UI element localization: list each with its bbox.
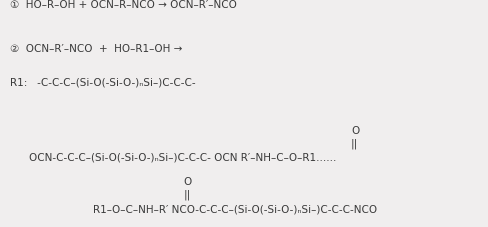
- Text: O: O: [350, 126, 359, 136]
- Text: ||: ||: [350, 138, 358, 149]
- Text: ②  OCN–R′–NCO  +  HO–R1–OH →: ② OCN–R′–NCO + HO–R1–OH →: [10, 44, 182, 54]
- Text: ①  HO–R–OH + OCN–R–NCO → OCN–R′–NCO: ① HO–R–OH + OCN–R–NCO → OCN–R′–NCO: [10, 0, 236, 10]
- Text: R1–O–C–NH–R′ NCO-C-C-C–(Si-O(-Si-O-)ₙSi–)C-C-C-NCO: R1–O–C–NH–R′ NCO-C-C-C–(Si-O(-Si-O-)ₙSi–…: [93, 205, 376, 215]
- Text: ||: ||: [183, 189, 190, 200]
- Text: R1:   -C-C-C–(Si-O(-Si-O-)ₙSi–)C-C-C-: R1: -C-C-C–(Si-O(-Si-O-)ₙSi–)C-C-C-: [10, 77, 195, 87]
- Text: O: O: [183, 177, 191, 187]
- Text: OCN-C-C-C–(Si-O(-Si-O-)ₙSi–)C-C-C- OCN R′–NH–C–O–R1......: OCN-C-C-C–(Si-O(-Si-O-)ₙSi–)C-C-C- OCN R…: [29, 152, 336, 162]
